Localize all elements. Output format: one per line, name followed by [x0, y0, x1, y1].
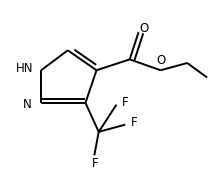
Text: F: F: [131, 116, 138, 129]
Text: N: N: [22, 98, 31, 111]
Text: F: F: [122, 96, 129, 109]
Text: F: F: [92, 157, 99, 170]
Text: HN: HN: [16, 62, 33, 75]
Text: O: O: [140, 22, 149, 35]
Text: O: O: [156, 54, 165, 67]
